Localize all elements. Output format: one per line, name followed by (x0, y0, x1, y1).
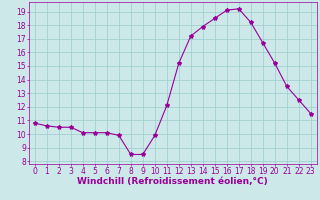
X-axis label: Windchill (Refroidissement éolien,°C): Windchill (Refroidissement éolien,°C) (77, 177, 268, 186)
